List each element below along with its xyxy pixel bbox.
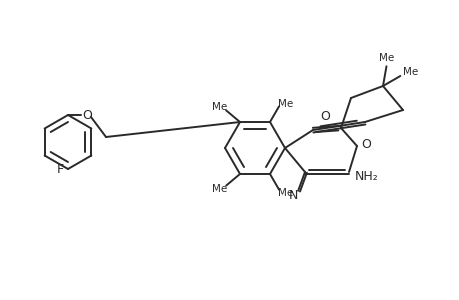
Text: Me: Me — [378, 53, 393, 63]
Text: Me: Me — [402, 67, 417, 77]
Text: Me: Me — [278, 188, 293, 198]
Text: O: O — [360, 137, 370, 151]
Text: F: F — [56, 163, 63, 176]
Text: Me: Me — [278, 99, 293, 110]
Text: O: O — [319, 110, 329, 122]
Text: Me: Me — [211, 102, 226, 112]
Text: NH₂: NH₂ — [354, 170, 378, 184]
Text: O: O — [82, 109, 92, 122]
Text: N: N — [288, 189, 297, 202]
Text: Me: Me — [211, 184, 226, 194]
